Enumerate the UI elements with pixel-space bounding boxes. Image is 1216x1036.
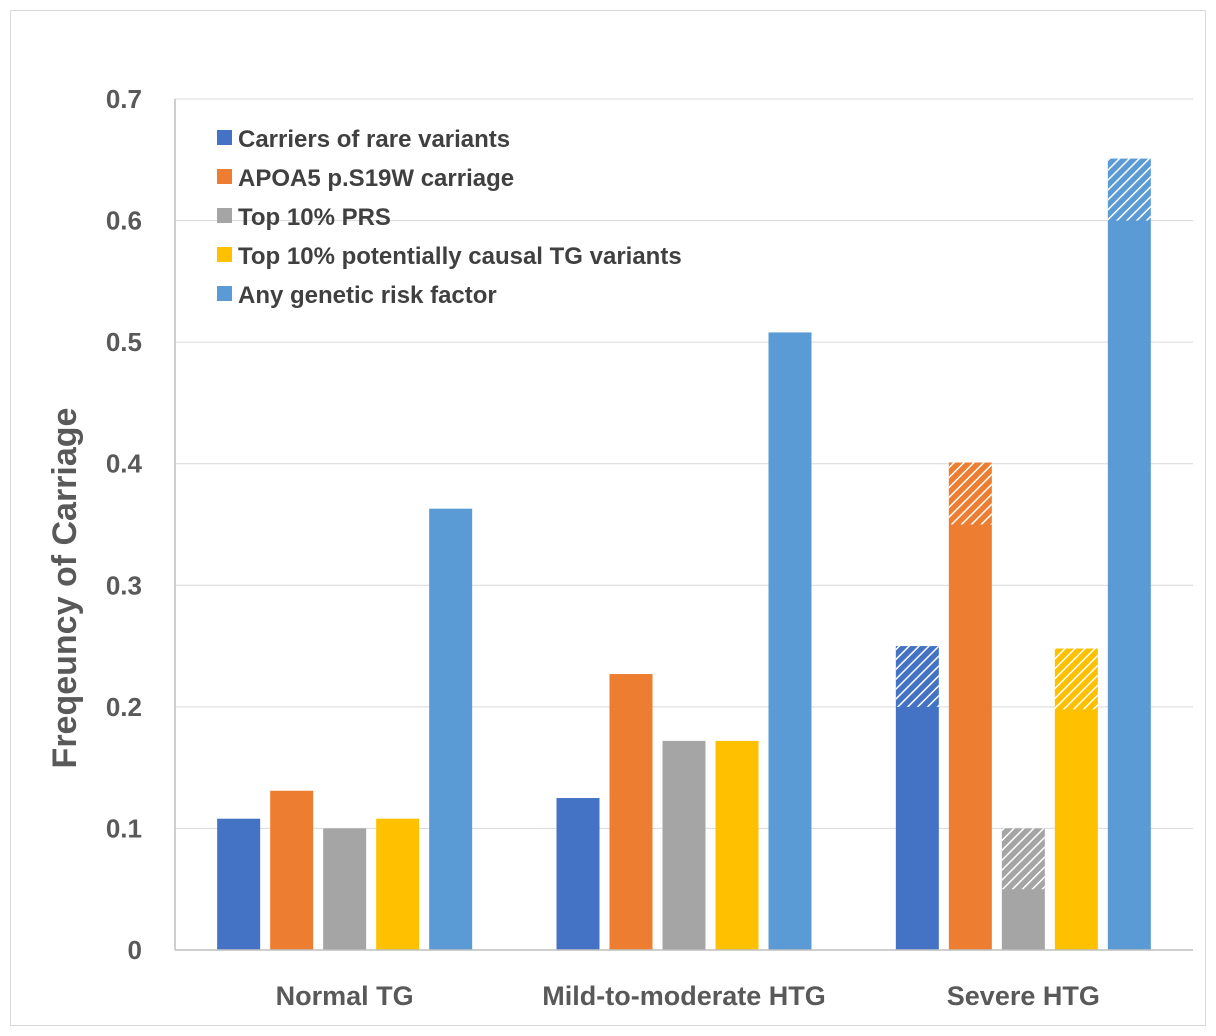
bar	[609, 674, 653, 950]
x-category-label: Normal TG	[276, 981, 414, 1011]
bar	[662, 740, 706, 950]
y-tick-label: 0	[128, 935, 142, 965]
axes: 0 0.1 0.2 0.3 0.4 0.5 0.6 0.7 Normal TG Mild-to-m…	[106, 84, 1193, 1011]
legend-entry-label: Top 10% PRS	[238, 204, 391, 231]
bar	[323, 828, 367, 950]
x-category-label: Mild-to-moderate HTG	[542, 981, 826, 1011]
y-tick-label: 0.7	[106, 84, 142, 114]
bar-hatched-segment	[1107, 158, 1151, 221]
y-tick-label: 0.2	[106, 692, 142, 722]
x-category-label: Severe HTG	[947, 981, 1100, 1011]
bar	[715, 740, 759, 950]
legend-swatch	[217, 130, 232, 145]
legend-entry-label: Carriers of rare variants	[238, 126, 510, 153]
bars	[217, 158, 1151, 951]
y-tick-label: 0.1	[106, 813, 142, 843]
legend-entry-label: Top 10% potentially causal TG variants	[238, 243, 682, 270]
y-tick-label: 0.3	[106, 570, 142, 600]
y-axis-label: Freqeuncy of Carriage	[46, 408, 84, 769]
bar-hatched-segment	[895, 646, 939, 707]
bar-hatched-segment	[948, 462, 992, 525]
legend-swatch	[217, 208, 232, 223]
legend-swatch	[217, 169, 232, 184]
bar	[1107, 158, 1151, 950]
y-tick-label: 0.6	[106, 206, 142, 236]
bar	[768, 332, 812, 951]
legend-swatch	[217, 247, 232, 262]
y-tick-label: 0.4	[106, 449, 143, 479]
bar	[556, 798, 600, 950]
bar	[948, 462, 992, 950]
bar	[270, 790, 314, 950]
legend-swatch	[217, 286, 232, 301]
legend-entry-label: APOA5 p.S19W carriage	[238, 165, 514, 192]
bar	[376, 818, 420, 950]
y-tick-label: 0.5	[106, 327, 142, 357]
legend-entry-label: Any genetic risk factor	[238, 282, 497, 309]
bar-hatched-segment	[1054, 648, 1098, 710]
bar	[217, 818, 261, 950]
bar	[429, 508, 473, 950]
bar-hatched-segment	[1001, 828, 1045, 890]
legend: Carriers of rare variants APOA5 p.S19W ca…	[217, 126, 682, 309]
